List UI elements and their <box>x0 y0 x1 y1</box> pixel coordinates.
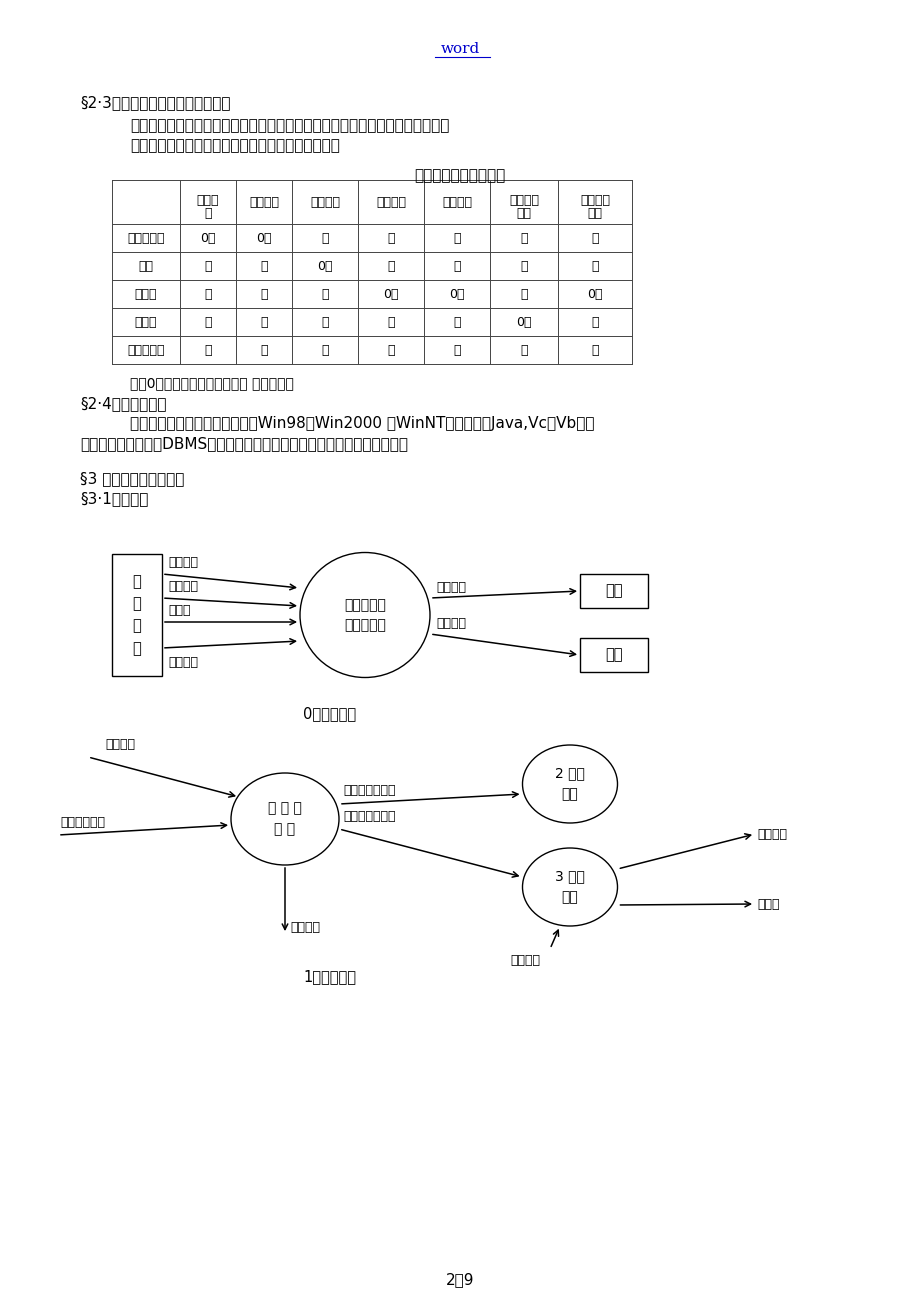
Text: ？: ？ <box>260 288 267 301</box>
Text: 各种等级: 各种等级 <box>579 194 609 207</box>
Text: ？: ？ <box>387 232 394 245</box>
Text: ？: ？ <box>591 259 598 272</box>
Text: word: word <box>440 42 479 56</box>
Text: 学籍处理: 学籍处理 <box>376 195 405 208</box>
Text: 学生档: 学生档 <box>197 194 219 207</box>
Bar <box>579 574 647 608</box>
Text: ？: ？ <box>260 344 267 357</box>
Bar <box>579 638 647 672</box>
Text: ？: ？ <box>387 315 394 328</box>
Text: ？: ？ <box>260 259 267 272</box>
Text: ？: ？ <box>519 232 528 245</box>
Text: 数据收集前的系统权限: 数据收集前的系统权限 <box>414 168 505 184</box>
Ellipse shape <box>231 773 338 865</box>
Text: §3·1数据流图: §3·1数据流图 <box>80 491 148 506</box>
Text: 1层数据流图: 1层数据流图 <box>303 969 357 984</box>
Text: ？: ？ <box>519 288 528 301</box>
Text: ？: ？ <box>519 344 528 357</box>
Text: ？: ？ <box>260 315 267 328</box>
Text: ？: ？ <box>204 288 211 301</box>
Text: 教学计划: 教学计划 <box>508 194 539 207</box>
Ellipse shape <box>300 552 429 677</box>
Text: ？: ？ <box>321 288 328 301</box>
Text: 统计表: 统计表 <box>168 604 190 617</box>
Text: 0？: 0？ <box>317 259 333 272</box>
Text: ？: ？ <box>591 315 598 328</box>
Text: 数据库，本系统需要DBMS放学生学籍数据库。可进行查询，修改、处理等。: 数据库，本系统需要DBMS放学生学籍数据库。可进行查询，修改、处理等。 <box>80 436 407 450</box>
Bar <box>112 553 162 676</box>
Text: 学生: 学生 <box>605 647 622 663</box>
Text: ？: ？ <box>453 259 460 272</box>
Text: 输入: 输入 <box>605 583 622 599</box>
Text: 师资科: 师资科 <box>134 315 157 328</box>
Text: ？: ？ <box>453 232 460 245</box>
Text: ？: ？ <box>387 259 394 272</box>
Text: 管
理
人
员: 管 理 人 员 <box>132 574 142 656</box>
Text: 当前输入: 当前输入 <box>436 581 466 594</box>
Text: §2·3信息采集与各部门的使用权限: §2·3信息采集与各部门的使用权限 <box>80 95 231 109</box>
Text: ？: ？ <box>591 344 598 357</box>
Text: 3 处理
查询: 3 处理 查询 <box>554 870 584 905</box>
Text: 管理: 管理 <box>516 207 531 220</box>
Text: 学生信息: 学生信息 <box>436 617 466 630</box>
Text: 学籍管理要求: 学籍管理要求 <box>60 816 105 829</box>
Text: ？: ？ <box>453 344 460 357</box>
Text: 学生学籍管
理信息系统: 学生学籍管 理信息系统 <box>344 598 385 631</box>
Text: 有效的查询要求: 有效的查询要求 <box>343 810 395 823</box>
Text: ？: ？ <box>204 344 211 357</box>
Text: ？: ？ <box>204 315 211 328</box>
Text: 案: 案 <box>204 207 211 220</box>
Text: 0？: 0？ <box>586 288 602 301</box>
Text: §3 业务逻辑和数据流图: §3 业务逻辑和数据流图 <box>80 471 184 486</box>
Text: ？: ？ <box>321 344 328 357</box>
Text: 0？: 0？ <box>448 288 464 301</box>
Text: 0？: 0？ <box>256 232 271 245</box>
Text: 院长办公室: 院长办公室 <box>127 344 165 357</box>
Ellipse shape <box>522 745 617 823</box>
Text: 2／9: 2／9 <box>446 1272 473 1286</box>
Text: ？: ？ <box>204 259 211 272</box>
Text: 有效的管理要求: 有效的管理要求 <box>343 784 395 797</box>
Text: 学生工作处: 学生工作处 <box>127 232 165 245</box>
Text: §2·4用户平台要求: §2·4用户平台要求 <box>80 396 166 411</box>
Text: 学生情况: 学生情况 <box>168 656 198 669</box>
Text: 查询要求: 查询要求 <box>168 556 198 569</box>
Text: 查询要求: 查询要求 <box>105 738 135 751</box>
Text: 0层数据流图: 0层数据流图 <box>303 706 357 721</box>
Text: 检 查 有
效 性: 检 查 有 效 性 <box>267 802 301 836</box>
Ellipse shape <box>522 848 617 926</box>
Text: 学生成绩: 学生成绩 <box>310 195 340 208</box>
Text: 注：0、登录，修改，处理权。 ？、查询权: 注：0、登录，修改，处理权。 ？、查询权 <box>130 376 293 391</box>
Text: 教务科: 教务科 <box>134 288 157 301</box>
Text: 考试: 考试 <box>587 207 602 220</box>
Text: 管理要求: 管理要求 <box>168 579 198 592</box>
Text: ？: ？ <box>321 232 328 245</box>
Text: 0？: 0？ <box>383 288 398 301</box>
Text: 0？: 0？ <box>200 232 216 245</box>
Text: 系统主要使用于高校的局域网，Win98、Win2000 、WinNT等环境下，Java,Vc，Vb连接: 系统主要使用于高校的局域网，Win98、Win2000 、WinNT等环境下，J… <box>130 417 594 431</box>
Text: 各系: 各系 <box>139 259 153 272</box>
Text: 补考成绩: 补考成绩 <box>441 195 471 208</box>
Text: ？: ？ <box>519 259 528 272</box>
Text: ？: ？ <box>387 344 394 357</box>
Text: 当前输入: 当前输入 <box>509 954 539 967</box>
Text: 2 处理
要求: 2 处理 要求 <box>554 767 584 801</box>
Text: ？: ？ <box>321 315 328 328</box>
Text: 学生奖惩: 学生奖惩 <box>249 195 278 208</box>
Text: 学生情况: 学生情况 <box>756 828 786 841</box>
Text: 权威性，对于网上信息的使用权限和责任规定如下：: 权威性，对于网上信息的使用权限和责任规定如下： <box>130 138 339 154</box>
Text: 每学期考试完毕由各系录入成绩，然后由教务科收集。为了信息的安全和数据的: 每学期考试完毕由各系录入成绩，然后由教务科收集。为了信息的安全和数据的 <box>130 118 448 133</box>
Text: ？: ？ <box>453 315 460 328</box>
Text: 统计表: 统计表 <box>756 897 778 910</box>
Text: ？: ？ <box>591 232 598 245</box>
Text: 0？: 0？ <box>516 315 531 328</box>
Text: 无效输入: 无效输入 <box>289 921 320 934</box>
